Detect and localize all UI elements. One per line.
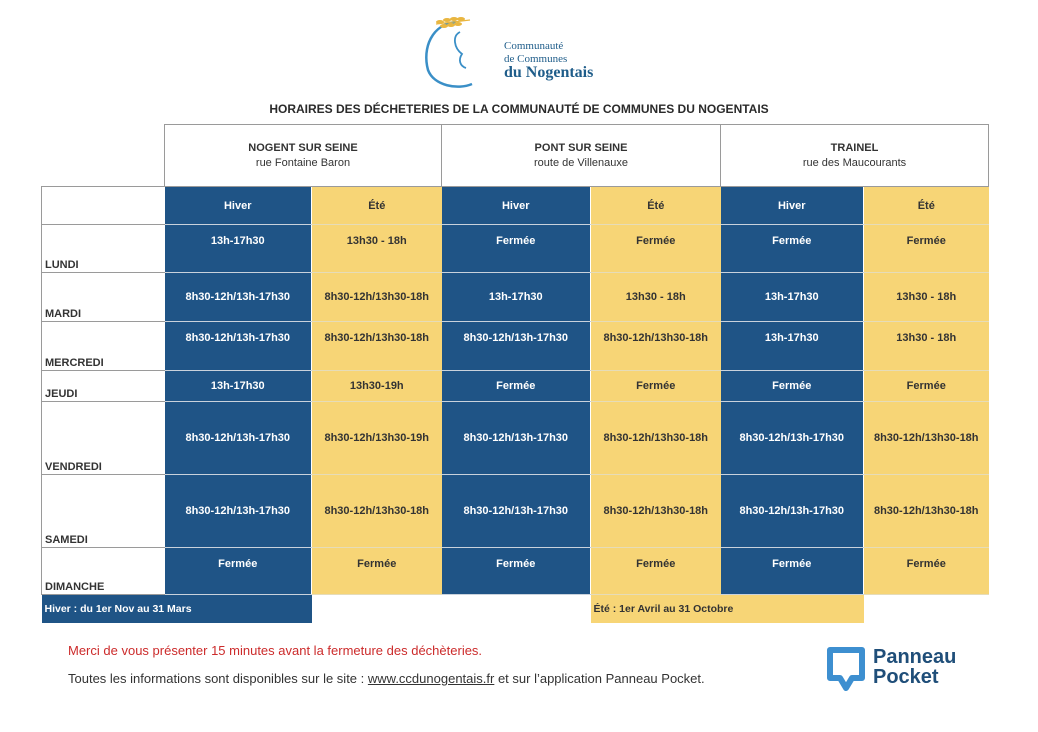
website-link[interactable]: www.ccdunogentais.fr — [367, 671, 495, 686]
hours-cell: 8h30-12h/13h-17h30 — [164, 321, 312, 371]
hours-cell: Fermée — [720, 547, 864, 595]
hours-cell: 8h30-12h/13h-17h30 — [164, 401, 312, 475]
hours-cell: 8h30-12h/13h-17h30 — [720, 474, 864, 548]
hours-cell: 13h-17h30 — [720, 321, 864, 371]
hours-cell: 8h30-12h/13h30-18h — [311, 474, 442, 548]
day-label: MARDI — [41, 272, 165, 322]
panneau-pocket-icon — [827, 647, 865, 691]
logo-line-3: du Nogentais — [504, 64, 594, 81]
hours-cell: 8h30-12h/13h-17h30 — [441, 474, 591, 548]
hours-cell: Fermée — [590, 224, 721, 273]
day-label: VENDREDI — [41, 401, 165, 475]
site-name: TRAINEL — [830, 142, 879, 154]
site-header-pont: PONT SUR SEINE route de Villenauxe — [441, 124, 721, 187]
hours-cell: 13h-17h30 — [441, 272, 591, 322]
info-text-before: Toutes les informations sont disponibles… — [68, 671, 368, 686]
day-row-mardi: MARDI 8h30-12h/13h-17h30 8h30-12h/13h30-… — [41, 272, 989, 322]
season-header-row: Hiver Été Hiver Été Hiver Été — [41, 186, 989, 225]
season-winter: Hiver — [441, 186, 591, 225]
day-row-dimanche: DIMANCHE Fermée Fermée Fermée Fermée Fer… — [41, 547, 989, 595]
site-header-nogent: NOGENT SUR SEINE rue Fontaine Baron — [164, 124, 442, 187]
site-header-row: NOGENT SUR SEINE rue Fontaine Baron PONT… — [41, 124, 989, 187]
hours-cell: 13h30 - 18h — [863, 272, 989, 322]
hours-cell: 13h-17h30 — [720, 272, 864, 322]
hours-cell: 13h-17h30 — [164, 370, 312, 402]
hours-cell: Fermée — [863, 370, 989, 402]
hours-cell: Fermée — [863, 224, 989, 273]
closing-notice: Merci de vous présenter 15 minutes avant… — [68, 643, 483, 658]
site-address: rue des Maucourants — [802, 157, 907, 169]
day-label: DIMANCHE — [41, 547, 165, 595]
day-label: MERCREDI — [41, 321, 165, 371]
hours-cell: Fermée — [441, 224, 591, 273]
site-name: NOGENT SUR SEINE — [248, 142, 358, 154]
hours-cell: 8h30-12h/13h-17h30 — [164, 272, 312, 322]
hours-cell: Fermée — [164, 547, 312, 595]
season-winter: Hiver — [720, 186, 864, 225]
hours-cell: 13h30 - 18h — [590, 272, 721, 322]
day-row-lundi: LUNDI 13h-17h30 13h30 - 18h Fermée Fermé… — [41, 224, 989, 273]
hours-cell: 13h30-19h — [311, 370, 442, 402]
day-label: LUNDI — [41, 224, 165, 273]
site-address: rue Fontaine Baron — [255, 157, 351, 169]
footnote-spacer — [311, 594, 591, 623]
season-winter: Hiver — [164, 186, 312, 225]
site-header-trainel: TRAINEL rue des Maucourants — [720, 124, 989, 187]
hours-cell: 8h30-12h/13h30-18h — [863, 401, 989, 475]
hours-cell: 8h30-12h/13h30-18h — [863, 474, 989, 548]
hours-cell: 8h30-12h/13h30-19h — [311, 401, 442, 475]
hours-cell: 8h30-12h/13h30-18h — [311, 272, 442, 322]
ccn-logo: Communauté de Communes du Nogentais — [418, 14, 638, 90]
panneau-pocket-line-1: Panneau — [873, 646, 957, 668]
hours-cell: 8h30-12h/13h-17h30 — [720, 401, 864, 475]
season-summer: Été — [863, 186, 989, 225]
info-line: Toutes les informations sont disponibles… — [68, 671, 705, 686]
hours-cell: 13h-17h30 — [164, 224, 312, 273]
panneau-pocket-logo: Panneau Pocket — [826, 646, 986, 692]
hours-cell: 8h30-12h/13h-17h30 — [164, 474, 312, 548]
schedule-table: NOGENT SUR SEINE rue Fontaine Baron PONT… — [41, 124, 989, 623]
day-label: SAMEDI — [41, 474, 165, 548]
wheat-face-emblem-icon — [425, 17, 473, 88]
winter-period-note: Hiver : du 1er Nov au 31 Mars — [41, 594, 312, 623]
hours-cell: Fermée — [720, 370, 864, 402]
day-row-mercredi: MERCREDI 8h30-12h/13h-17h30 8h30-12h/13h… — [41, 321, 989, 371]
empty-corner — [41, 124, 165, 187]
hours-cell: 8h30-12h/13h-17h30 — [441, 401, 591, 475]
hours-cell: 8h30-12h/13h-17h30 — [441, 321, 591, 371]
day-row-jeudi: JEUDI 13h-17h30 13h30-19h Fermée Fermée … — [41, 370, 989, 402]
summer-period-note: Été : 1er Avril au 31 Octobre — [590, 594, 864, 623]
panneau-pocket-line-2: Pocket — [873, 666, 939, 688]
day-row-samedi: SAMEDI 8h30-12h/13h-17h30 8h30-12h/13h30… — [41, 474, 989, 548]
season-corner — [41, 186, 165, 225]
hours-cell: 13h30 - 18h — [863, 321, 989, 371]
logo-line-1: Communauté — [504, 40, 564, 52]
day-label: JEUDI — [41, 370, 165, 402]
hours-cell: Fermée — [590, 370, 721, 402]
day-row-vendredi: VENDREDI 8h30-12h/13h-17h30 8h30-12h/13h… — [41, 401, 989, 475]
footnote-spacer — [863, 594, 989, 623]
hours-cell: Fermée — [590, 547, 721, 595]
site-name: PONT SUR SEINE — [534, 142, 628, 154]
hours-cell: 8h30-12h/13h30-18h — [590, 321, 721, 371]
hours-cell: 8h30-12h/13h30-18h — [311, 321, 442, 371]
page-title: HORAIRES DES DÉCHETERIES DE LA COMMUNAUT… — [269, 102, 769, 116]
hours-cell: Fermée — [863, 547, 989, 595]
info-text-after: et sur l’application Panneau Pocket. — [494, 671, 705, 686]
season-summer: Été — [590, 186, 721, 225]
hours-cell: Fermée — [311, 547, 442, 595]
hours-cell: Fermée — [720, 224, 864, 273]
logo-line-2: de Communes — [504, 53, 568, 65]
season-footnote-row: Hiver : du 1er Nov au 31 Mars Été : 1er … — [41, 594, 989, 623]
hours-cell: Fermée — [441, 547, 591, 595]
hours-cell: Fermée — [441, 370, 591, 402]
site-address: route de Villenauxe — [534, 157, 628, 169]
hours-cell: 13h30 - 18h — [311, 224, 442, 273]
season-summer: Été — [311, 186, 442, 225]
hours-cell: 8h30-12h/13h30-18h — [590, 474, 721, 548]
hours-cell: 8h30-12h/13h30-18h — [590, 401, 721, 475]
